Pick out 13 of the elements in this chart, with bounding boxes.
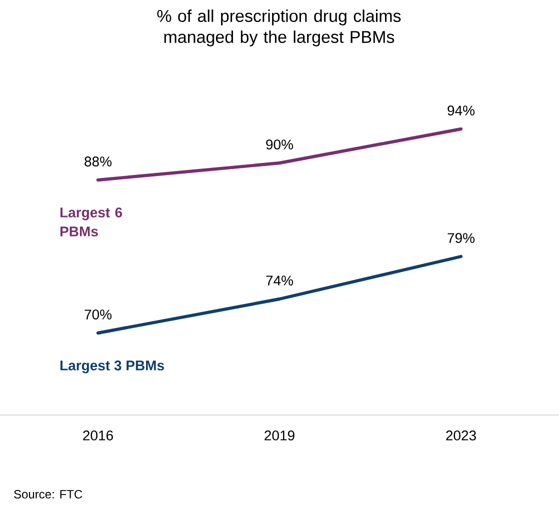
- source-note: Source: FTC: [14, 490, 82, 498]
- x-tick-label: 2019: [264, 430, 294, 440]
- data-label: 79%: [448, 233, 475, 243]
- data-label: 90%: [266, 140, 294, 150]
- text: Largest 3 PBMs: [60, 360, 164, 374]
- chart-title: % of all prescription drug claims managed by the largest PBMs: [157, 10, 401, 46]
- data-label: 88%: [84, 156, 112, 166]
- data-label: 74%: [266, 276, 294, 286]
- data-label: 94%: [448, 106, 475, 116]
- x-tick-label: 2016: [83, 430, 113, 440]
- data-label: 70%: [84, 310, 112, 320]
- x-tick-label: 2023: [446, 430, 476, 440]
- text: Largest 6 PBMs: [60, 208, 122, 236]
